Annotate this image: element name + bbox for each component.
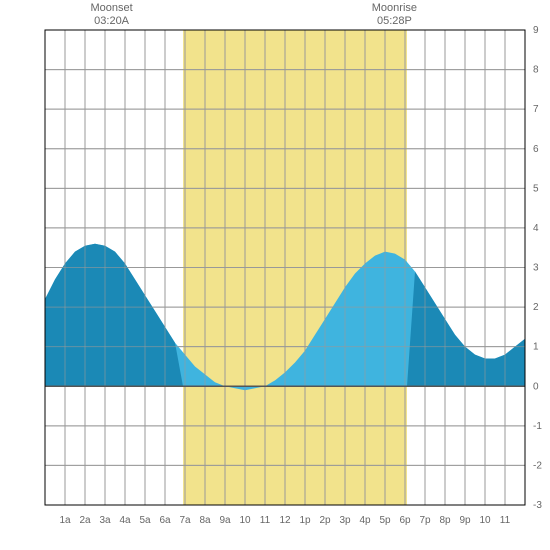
- moonrise-label: Moonrise 05:28P: [364, 2, 424, 28]
- tide-area-dark-am: [45, 244, 183, 387]
- y-tick-label: -2: [533, 460, 542, 471]
- x-tick-label: 1p: [299, 515, 311, 526]
- x-tick-label: 5p: [379, 515, 391, 526]
- x-tick-label: 1a: [59, 515, 71, 526]
- x-tick-label: 2a: [79, 515, 91, 526]
- y-tick-label: 2: [533, 302, 539, 313]
- moonset-title: Moonset: [90, 2, 132, 14]
- x-tick-label: 3a: [99, 515, 111, 526]
- x-tick-label: 4a: [119, 515, 131, 526]
- x-tick-label: 7p: [419, 515, 431, 526]
- moonset-time: 03:20A: [94, 15, 129, 27]
- x-tick-label: 12: [279, 515, 291, 526]
- x-tick-label: 10: [239, 515, 251, 526]
- y-tick-label: 1: [533, 342, 539, 353]
- y-tick-label: -3: [533, 500, 542, 511]
- moonrise-title: Moonrise: [372, 2, 417, 14]
- x-tick-label: 4p: [359, 515, 371, 526]
- chart-svg: -3-2-101234567891a2a3a4a5a6a7a8a9a101112…: [0, 0, 550, 550]
- y-tick-label: 8: [533, 65, 539, 76]
- x-tick-label: 5a: [139, 515, 151, 526]
- x-tick-label: 6p: [399, 515, 411, 526]
- moonset-label: Moonset 03:20A: [82, 2, 142, 28]
- y-tick-label: 9: [533, 25, 539, 36]
- x-tick-label: 3p: [339, 515, 351, 526]
- y-tick-label: 4: [533, 223, 539, 234]
- x-tick-label: 7a: [179, 515, 191, 526]
- x-tick-label: 8p: [439, 515, 451, 526]
- y-tick-label: 7: [533, 104, 539, 115]
- x-tick-label: 11: [260, 515, 271, 526]
- x-tick-label: 8a: [199, 515, 211, 526]
- x-tick-label: 10: [479, 515, 491, 526]
- x-tick-label: 2p: [319, 515, 331, 526]
- x-tick-label: 11: [500, 515, 511, 526]
- y-tick-label: 6: [533, 144, 539, 155]
- x-tick-label: 9a: [219, 515, 231, 526]
- y-tick-label: -1: [533, 421, 542, 432]
- y-tick-label: 5: [533, 183, 539, 194]
- y-tick-label: 3: [533, 263, 539, 274]
- y-tick-label: 0: [533, 381, 539, 392]
- x-tick-label: 9p: [459, 515, 471, 526]
- moonrise-time: 05:28P: [377, 15, 412, 27]
- x-tick-label: 6a: [159, 515, 171, 526]
- tide-chart: Moonset 03:20A Moonrise 05:28P -3-2-1012…: [0, 0, 550, 550]
